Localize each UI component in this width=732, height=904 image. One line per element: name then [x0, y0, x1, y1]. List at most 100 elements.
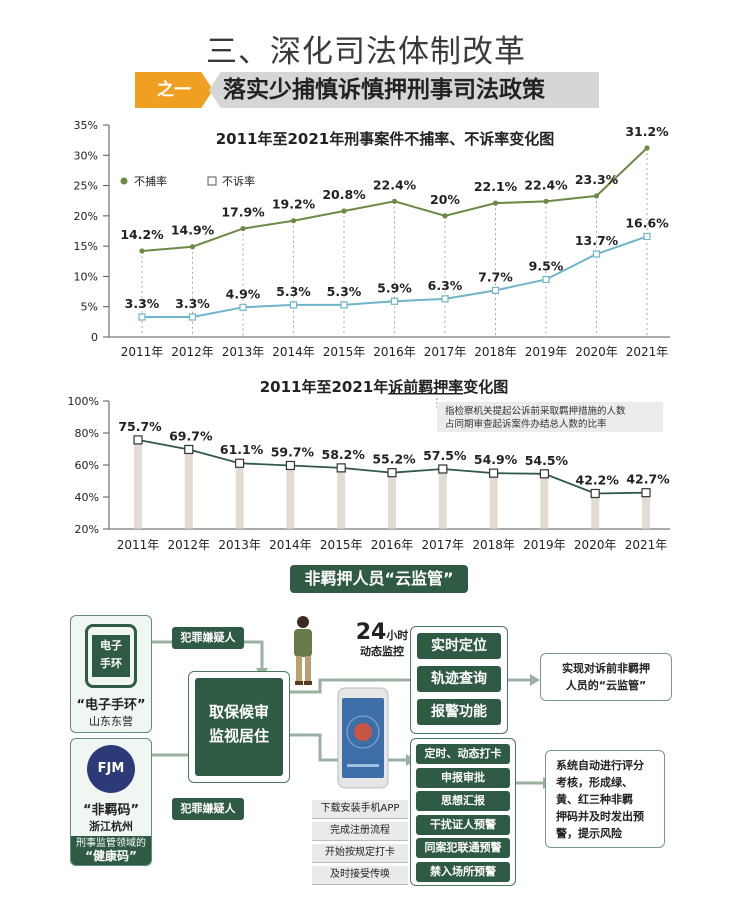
c2-ytick-label: 100%: [68, 395, 99, 408]
c2-data-label: 42.2%: [576, 472, 620, 487]
c2-data-label: 61.1%: [220, 442, 264, 457]
chart2-title-underlined: 诉前羁押率: [388, 378, 463, 396]
c2-bar: [591, 493, 600, 529]
legend-label-busurate: 不诉率: [222, 174, 255, 188]
c1-data-label: 7.7%: [478, 269, 513, 284]
c1-ytick-label: 20%: [74, 210, 98, 223]
monitor-big: 24: [355, 620, 387, 645]
fjm-note-line2: “健康码”: [85, 849, 137, 863]
c1-data-label: 20%: [430, 192, 460, 207]
c2-point: [539, 469, 550, 479]
monitor-unit: 小时: [386, 629, 409, 642]
c2-ytick-label: 80%: [75, 427, 99, 440]
c2-xtick-label: 2015年: [320, 538, 363, 552]
phone-illustration: [337, 687, 389, 789]
c1-point: [189, 244, 196, 250]
c2-xtick-label: 2020年: [574, 538, 617, 552]
chart2-title-suffix: 变化图: [463, 378, 508, 396]
c2-point: [336, 463, 346, 473]
c2-data-label: 54.5%: [525, 453, 569, 468]
app-step: 完成注册流程: [312, 822, 408, 841]
c1-data-label: 13.7%: [575, 233, 619, 248]
c2-point: [184, 444, 194, 455]
c2-data-label: 57.5%: [423, 448, 467, 463]
c2-data-label: 59.7%: [271, 444, 315, 459]
top-functions-panel: 实时定位 轨迹查询 报警功能: [410, 626, 508, 734]
fjm-name: “非羁码”: [82, 803, 140, 818]
c2-data-label: 69.7%: [169, 428, 213, 443]
c2-bar: [184, 449, 193, 529]
c1-point: [491, 286, 500, 294]
subtitle-tag: 之一: [135, 72, 213, 108]
c2-ytick-label: 40%: [75, 491, 99, 504]
note-line2: 占同期审查起诉案件办结总人数的比率: [445, 418, 607, 430]
chart-pretrial-detention-rate: 2011年至2021年诉前羁押率变化图 指检察机关提起公诉前采取羁押措施的人数 …: [68, 378, 671, 552]
c1-xtick-label: 2020年: [575, 345, 618, 359]
c1-ytick-label: 0: [91, 331, 98, 344]
c1-data-label: 9.5%: [529, 258, 564, 273]
app-step: 及时接受传唤: [312, 866, 408, 885]
c2-point: [235, 458, 245, 468]
c1-data-label: 22.4%: [524, 177, 568, 192]
c2-bar: [489, 473, 498, 529]
c2-xtick-label: 2021年: [625, 538, 668, 552]
c1-point: [593, 193, 600, 199]
bottom-result-line: 押码并及时发出预: [556, 810, 644, 823]
c1-data-label: 31.2%: [625, 124, 669, 139]
c2-bar: [642, 492, 650, 529]
chart2-title: 2011年至2021年诉前羁押率变化图: [260, 378, 509, 396]
c1-data-label: 6.3%: [428, 278, 463, 293]
c2-xtick-label: 2013年: [218, 538, 261, 552]
c2-ytick-label: 60%: [75, 459, 99, 472]
c2-bar: [337, 467, 346, 529]
c1-xtick-label: 2021年: [626, 345, 669, 359]
c1-point: [188, 313, 197, 321]
c1-data-label: 3.3%: [175, 296, 210, 311]
c2-data-label: 75.7%: [118, 419, 162, 434]
c1-point: [289, 301, 298, 309]
c2-data-label: 55.2%: [372, 452, 416, 467]
c1-ytick-label: 30%: [74, 149, 98, 162]
app-step: 开始按规定打卡: [312, 844, 408, 863]
cloud-supervision-section: 非羁押人员“云监管” 电子 手环 “电子手环” 山东东营 FJM “非羁码” 浙…: [0, 560, 732, 904]
bottom-function-item: 思想汇报: [416, 791, 510, 811]
c2-point: [387, 468, 397, 478]
c1-data-label: 14.9%: [171, 223, 215, 238]
c2-bar: [286, 465, 295, 529]
c1-xtick-label: 2013年: [222, 345, 265, 359]
watch-panel: 电子 手环 “电子手环” 山东东营: [70, 615, 152, 733]
c2-bar: [235, 463, 244, 529]
note-box: [437, 402, 663, 432]
c1-data-label: 5.3%: [276, 284, 311, 299]
center-box-inner: 取保候审 监视居住: [195, 678, 283, 776]
function-track-query: 轨迹查询: [417, 666, 501, 692]
monitor-label: 24小时 动态监控: [342, 620, 422, 659]
c2-xtick-label: 2017年: [422, 538, 465, 552]
c1-data-label: 22.4%: [373, 177, 417, 192]
bottom-functions-panel: 定时、动态打卡 申报审批 思想汇报 干扰证人预警 同案犯联通预警 禁入场所预警: [410, 738, 516, 886]
connector-center-top: [290, 678, 420, 694]
bottom-function-item: 申报审批: [416, 767, 510, 788]
bottom-function-item: 同案犯联通预警: [416, 838, 510, 858]
c1-xtick-label: 2012年: [171, 345, 214, 359]
center-line1: 取保候审: [208, 703, 269, 721]
c1-point: [290, 218, 297, 224]
center-box: 取保候审 监视居住: [188, 671, 290, 783]
c1-point: [340, 301, 348, 309]
c1-point: [441, 295, 449, 303]
c1-xtick-label: 2014年: [272, 345, 315, 359]
bottom-result-box: 系统自动进行评分 考核，形成绿、 黄、红三种非羁 押码并及时发出预 警，提示风险: [545, 750, 665, 848]
person-figure: [294, 616, 312, 685]
fjm-panel: FJM “非羁码” 浙江杭州 刑事监管领域的 “健康码”: [70, 738, 152, 866]
bottom-function-item: 禁入场所预警: [416, 861, 510, 882]
c1-data-label: 5.3%: [327, 284, 362, 299]
c1-point: [239, 303, 247, 311]
c2-xtick-label: 2012年: [168, 538, 211, 552]
app-step: 下载安装手机APP: [312, 800, 408, 819]
c1-point: [492, 200, 499, 206]
c1-point: [542, 275, 550, 284]
c2-point: [133, 435, 143, 445]
chart1-legend: 不捕率 不诉率: [120, 174, 255, 188]
center-line2: 监视居住: [208, 727, 269, 745]
bottom-function-item: 定时、动态打卡: [416, 744, 510, 764]
